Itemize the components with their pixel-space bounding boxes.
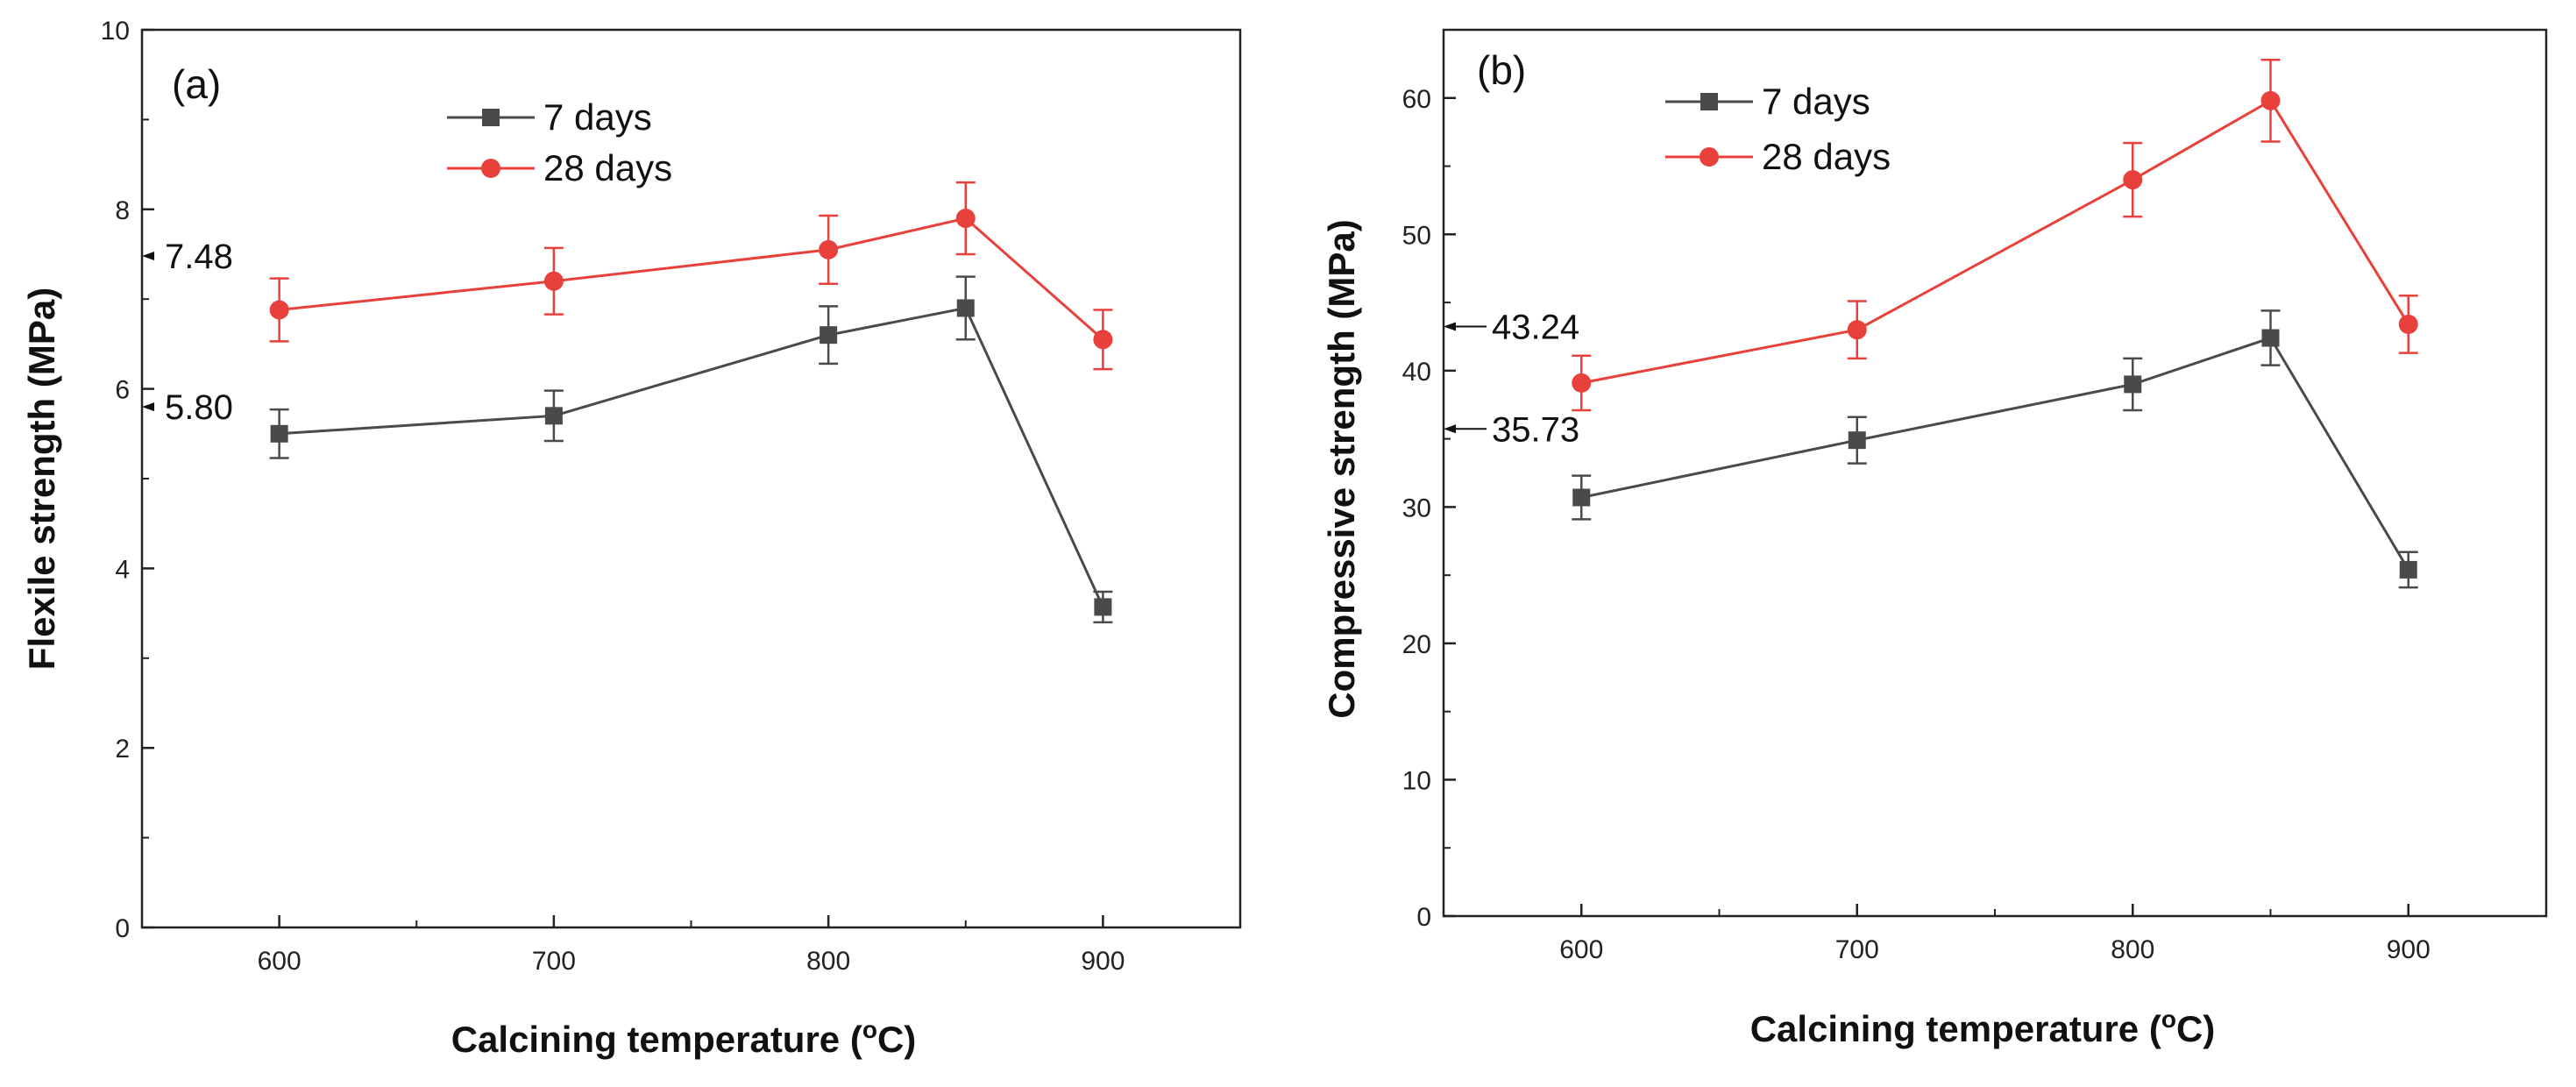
- y-tick-label: 2: [115, 735, 130, 764]
- plot-frame: [1442, 28, 2548, 918]
- series-line: [279, 306, 1104, 608]
- data-point-circle: [1847, 320, 1867, 340]
- annotation-label: 5.80: [165, 388, 233, 427]
- data-point-circle: [2398, 314, 2418, 334]
- series-7-days: [1572, 309, 2418, 589]
- legend-entry-7-days: 7 days: [447, 96, 652, 138]
- data-point-square: [270, 424, 288, 443]
- x-tick-label: 700: [532, 947, 576, 976]
- arrow-icon: [1444, 322, 1456, 331]
- x-axis-label: Calcining temperature (oC): [451, 1016, 917, 1060]
- chart-panel-b: 0 10 20 30 40 50 60 600 700 800 900 Calcining tempe…: [1321, 28, 2548, 1049]
- annotation-label: 7.48: [165, 238, 233, 276]
- y-tick-label: 50: [1402, 221, 1431, 250]
- annotation-43-24: 43.24: [1444, 308, 1579, 346]
- legend-entry-7-days: 7 days: [1665, 81, 1870, 122]
- x-tick-label: 800: [2111, 935, 2154, 964]
- data-point-circle: [543, 271, 564, 291]
- x-tick-label: 900: [1081, 947, 1125, 976]
- data-point-square: [820, 326, 838, 345]
- series-7-days: [269, 275, 1113, 624]
- arrow-icon: [142, 402, 154, 412]
- data-point-square: [1094, 598, 1112, 616]
- x-tick-label: 600: [1559, 935, 1603, 964]
- y-tick-label: 20: [1402, 630, 1431, 659]
- legend-label: 7 days: [1762, 81, 1870, 122]
- annotation-5-80: 5.80: [142, 388, 233, 427]
- y-tick-label: 6: [115, 376, 130, 405]
- data-point-circle: [1572, 373, 1592, 393]
- arrow-icon: [1444, 424, 1456, 434]
- legend-marker-square: [1700, 93, 1718, 110]
- data-point-square: [2261, 329, 2280, 347]
- data-point-square: [1848, 431, 1866, 450]
- data-point-square: [956, 299, 975, 317]
- annotation-label: 35.73: [1492, 410, 1579, 449]
- data-point-circle: [819, 239, 839, 259]
- legend-label: 7 days: [543, 96, 652, 138]
- y-tick-label: 0: [115, 914, 130, 943]
- x-tick-label: 800: [806, 947, 850, 976]
- legend-label: 28 days: [543, 147, 672, 188]
- y-tick-label: 8: [115, 196, 130, 225]
- data-point-square: [544, 407, 563, 425]
- y-axis-label: Compressive strength (MPa): [1321, 219, 1362, 718]
- data-point-circle: [2260, 90, 2281, 110]
- y-tick-label: 0: [1416, 903, 1431, 932]
- data-point-square: [2124, 375, 2142, 394]
- data-point-circle: [1093, 330, 1113, 350]
- series-line: [279, 217, 1104, 341]
- data-point-circle: [269, 300, 289, 320]
- data-point-square: [1572, 488, 1591, 507]
- legend-entry-28-days: 28 days: [1665, 136, 1891, 177]
- y-tick-label: 10: [1402, 766, 1431, 795]
- annotation-7-48: 7.48: [142, 238, 233, 276]
- legend-marker-circle: [1700, 147, 1719, 167]
- legend-label: 28 days: [1762, 136, 1891, 177]
- y-axis-label: Flexile strength (MPa): [21, 288, 62, 670]
- series-line: [1580, 98, 2410, 385]
- plot-frame: [140, 28, 1242, 929]
- y-tick-label: 30: [1402, 494, 1431, 522]
- annotation-35-73: 35.73: [1444, 410, 1579, 449]
- y-tick-label: 10: [101, 17, 130, 46]
- x-tick-label: 900: [2387, 935, 2431, 964]
- y-tick-label: 40: [1402, 358, 1431, 387]
- series-28-days: [269, 181, 1113, 371]
- x-axis-label: Calcining temperature (oC): [1750, 1005, 2216, 1049]
- data-point-square: [2399, 560, 2417, 579]
- data-point-circle: [955, 209, 976, 229]
- legend-marker-square: [482, 109, 500, 126]
- series-line: [1580, 336, 2410, 571]
- x-tick-label: 600: [258, 947, 302, 976]
- panel-label: (b): [1477, 47, 1526, 93]
- panel-label: (a): [172, 61, 221, 107]
- arrow-icon: [142, 252, 154, 261]
- data-point-circle: [2123, 170, 2143, 190]
- x-tick-label: 700: [1835, 935, 1879, 964]
- legend-marker-circle: [481, 159, 500, 178]
- annotation-label: 43.24: [1492, 308, 1579, 346]
- chart-panel-a: 0 2 4 6 8 10 600 700 800 900 Calcining temperature…: [21, 17, 1242, 1060]
- series-28-days: [1572, 58, 2418, 412]
- legend-entry-28-days: 28 days: [447, 147, 672, 188]
- y-tick-label: 4: [115, 555, 130, 584]
- y-tick-label: 60: [1402, 85, 1431, 114]
